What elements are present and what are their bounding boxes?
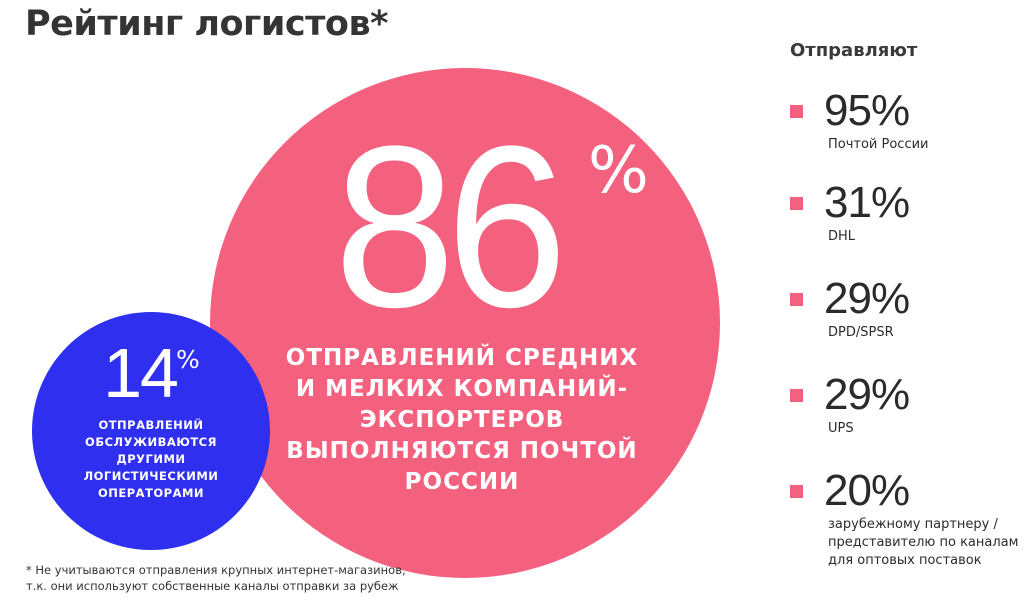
- main-stat-unit: %: [588, 134, 649, 208]
- footnote: * Не учитываются отправления крупных инт…: [26, 562, 406, 594]
- secondary-stat-caption-line: ДРУГИМИ: [116, 452, 186, 466]
- main-stat-caption-line: И МЕЛКИХ КОМПАНИЙ-: [295, 376, 629, 402]
- shipper-label-line: Почтой России: [828, 137, 929, 152]
- bullet-square-icon: [790, 389, 803, 402]
- main-stat-caption-line: ЭКСПОРТЕРОВ: [359, 407, 565, 433]
- shipper-label: DPD/SPSR: [828, 324, 1024, 342]
- shipper-label-line: DPD/SPSR: [828, 325, 894, 340]
- shipper-label-line: зарубежному партнеру /: [828, 517, 998, 532]
- shipper-label: Почтой России: [828, 136, 1024, 154]
- shipper-value: 29%: [824, 370, 910, 419]
- shipper-value: 29%: [824, 274, 910, 323]
- main-stat-circle: [210, 68, 720, 578]
- page-title: Рейтинг логистов*: [25, 4, 388, 44]
- shipper-value: 95%: [824, 86, 910, 135]
- secondary-stat-caption-line: ЛОГИСТИЧЕСКИМИ: [83, 469, 219, 483]
- secondary-stat-caption-line: ОПЕРАТОРАМИ: [97, 486, 205, 500]
- shipper-label: UPS: [828, 420, 1024, 438]
- bullet-square-icon: [790, 293, 803, 306]
- secondary-stat-caption-line: ОТПРАВЛЕНИЙ: [98, 418, 204, 432]
- main-stat-caption: ОТПРАВЛЕНИЙ СРЕДНИХ И МЕЛКИХ КОМПАНИЙ- Э…: [284, 343, 640, 498]
- shipper-label: DHL: [828, 228, 1024, 246]
- bullet-square-icon: [790, 105, 803, 118]
- main-stat-caption-line: ВЫПОЛНЯЮТСЯ ПОЧТОЙ: [286, 438, 638, 464]
- secondary-stat-caption: ОТПРАВЛЕНИЙ ОБСЛУЖИВАЮТСЯ ДРУГИМИ ЛОГИСТ…: [58, 417, 244, 502]
- shipper-label-line: представителю по каналам: [828, 535, 1019, 550]
- secondary-stat-circle: [32, 312, 270, 550]
- shipper-label: зарубежному партнеру / представителю по …: [828, 516, 1024, 570]
- main-stat-caption-line: РОССИИ: [404, 469, 520, 495]
- footnote-line: т.к. они используют собственные каналы о…: [26, 579, 399, 593]
- footnote-line: * Не учитываются отправления крупных инт…: [26, 563, 406, 577]
- shipper-label-line: DHL: [828, 229, 856, 244]
- shipper-label-line: для оптовых поставок: [828, 553, 982, 568]
- secondary-stat-caption-line: ОБСЛУЖИВАЮТСЯ: [85, 435, 217, 449]
- shipper-label-line: UPS: [828, 421, 854, 436]
- main-stat-caption-line: ОТПРАВЛЕНИЙ СРЕДНИХ: [285, 345, 639, 371]
- secondary-stat-unit: %: [176, 345, 200, 374]
- shipper-value: 20%: [824, 466, 910, 515]
- shipper-value: 31%: [824, 178, 910, 227]
- shippers-heading: Отправляют: [790, 40, 918, 61]
- main-stat-value: 86: [333, 98, 568, 355]
- bullet-square-icon: [790, 485, 803, 498]
- bullet-square-icon: [790, 197, 803, 210]
- secondary-stat-value: 14: [103, 334, 179, 412]
